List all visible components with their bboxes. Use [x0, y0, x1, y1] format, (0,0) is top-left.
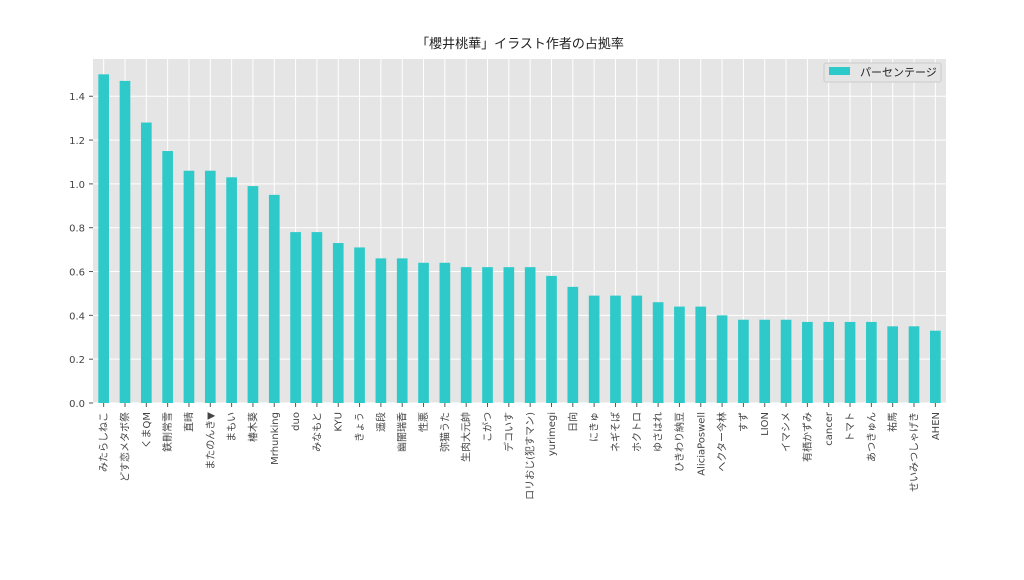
- bar: [354, 247, 365, 403]
- x-tick-label: みなもと: [311, 412, 323, 452]
- x-tick-label: 椿木葵: [246, 412, 259, 442]
- bar: [162, 151, 173, 403]
- bar: [610, 295, 621, 403]
- x-tick-label: どす恋メタボ祭: [118, 412, 131, 482]
- bar: [844, 321, 856, 403]
- y-tick-label: 0.2: [69, 355, 85, 366]
- x-tick-label: ロリおじ(犯すマン): [525, 412, 537, 500]
- bar: [546, 275, 557, 403]
- x-tick-label: 祐馬: [886, 412, 899, 432]
- x-tick-label: にきゅ: [589, 412, 601, 442]
- y-tick-label: 1.2: [69, 136, 85, 147]
- bar: [375, 258, 387, 403]
- bar: [567, 286, 579, 403]
- bar: [802, 321, 813, 403]
- x-tick-label: こがつ: [481, 412, 494, 442]
- bar: [332, 243, 344, 403]
- bar: [908, 326, 920, 403]
- bar: [204, 170, 216, 403]
- bar: [887, 326, 899, 403]
- bar: [226, 177, 237, 403]
- x-tick-label: イマシメ: [782, 412, 793, 452]
- y-tick-label: 0.0: [69, 399, 85, 410]
- x-tick-label: yurimegi: [547, 412, 558, 456]
- bar: [290, 232, 301, 403]
- bar: [140, 122, 152, 403]
- bar: [268, 194, 280, 403]
- x-tick-label: きょう: [354, 412, 366, 442]
- bar: [930, 330, 941, 403]
- bar: [98, 74, 109, 403]
- x-tick-label: ネギそば: [610, 412, 622, 452]
- x-tick-label: 日向: [566, 412, 579, 432]
- x-tick-label: 性悪: [417, 412, 430, 432]
- bar: [482, 267, 493, 403]
- x-tick-label: LION: [760, 412, 771, 436]
- bar: [418, 262, 429, 403]
- x-tick-label: AHEN: [931, 412, 942, 440]
- bar: [396, 258, 408, 403]
- bar: [759, 319, 771, 403]
- x-tick-label: ひきわり納豆: [673, 412, 686, 472]
- x-tick-label: ヘクター今林: [716, 412, 729, 472]
- legend-swatch: [829, 67, 850, 75]
- x-tick-label: 弥猫うた: [438, 412, 451, 452]
- x-tick-label: まもい: [226, 412, 238, 442]
- bar: [780, 319, 792, 403]
- y-tick-label: 0.6: [69, 268, 85, 279]
- x-tick-label: AliciaPoswell: [696, 412, 707, 476]
- x-tick-label: くまQM: [141, 412, 153, 449]
- x-tick-label: duo: [291, 412, 302, 431]
- bar: [674, 306, 685, 403]
- bar: [183, 170, 195, 403]
- y-tick-label: 0.8: [69, 224, 85, 235]
- bar: [247, 186, 259, 403]
- y-tick-label: 1.4: [69, 92, 85, 103]
- x-tick-label: すず: [738, 412, 750, 432]
- x-tick-label: 幽闇瑞香: [397, 412, 409, 452]
- x-tick-label: ホクトロ: [631, 412, 643, 452]
- x-tick-label: みたらしねこ: [98, 412, 110, 472]
- x-tick-label: cancer: [824, 411, 835, 446]
- bar: [439, 262, 451, 403]
- bar: [823, 321, 835, 403]
- x-tick-label: ゆさはれ: [653, 412, 665, 452]
- x-tick-label: 遥段: [374, 412, 387, 432]
- bar: [866, 321, 877, 403]
- x-tick-label: Mrhunking: [270, 412, 281, 465]
- bar: [524, 267, 536, 403]
- y-tick-label: 0.4: [69, 311, 85, 322]
- x-tick-label: 直晴: [182, 412, 195, 432]
- bar: [503, 267, 515, 403]
- plot-area: [93, 59, 946, 403]
- bar: [652, 302, 664, 403]
- y-tick-label: 1.0: [69, 180, 85, 191]
- x-tick-label: 生肉大元帥: [460, 412, 473, 462]
- bar: [631, 295, 643, 403]
- legend-label: パーセンテージ: [860, 66, 937, 79]
- bar: [460, 267, 472, 403]
- x-tick-label: 鉄刪常雪: [161, 412, 174, 452]
- bar: [311, 232, 323, 403]
- x-tick-label: デコいす: [502, 412, 515, 452]
- bar: [119, 80, 131, 403]
- bar: [588, 295, 600, 403]
- x-tick-label: 有栖かずみ: [801, 412, 814, 462]
- x-tick-label: またのんき▼: [205, 412, 217, 470]
- x-tick-label: KYU: [334, 412, 345, 432]
- x-tick-label: せいみつしゃげき: [909, 412, 921, 492]
- legend-box: [823, 62, 942, 83]
- chart-title: 「櫻井桃華」イラスト作者の占拠率: [416, 36, 624, 52]
- x-tick-label: あつきゅん: [866, 412, 878, 462]
- bar: [695, 306, 707, 403]
- bar: [716, 315, 728, 403]
- bar: [738, 319, 749, 403]
- legend: パーセンテージ: [823, 62, 942, 83]
- x-tick-label: トマト: [846, 412, 857, 442]
